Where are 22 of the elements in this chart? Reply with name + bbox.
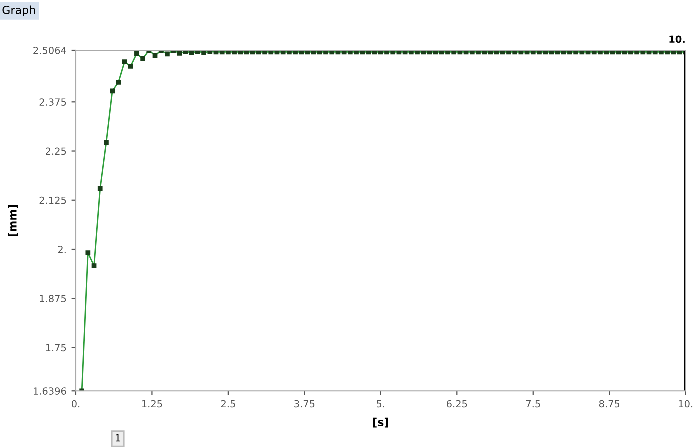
x-tick-label: 5. (377, 400, 384, 408)
x-tick-label: 10. (679, 400, 693, 408)
text: 1 (116, 434, 120, 442)
ref-line-label: 10. (670, 36, 685, 44)
x-tick-label: 3.75 (294, 400, 315, 408)
y-tick-label: 1.875 (40, 295, 66, 302)
x-tick-label: 8.75 (599, 400, 620, 408)
x-tick-label: 2.5 (221, 400, 236, 408)
y-tick-label: 2.5064 (34, 46, 66, 54)
y-tick-label: 1.75 (46, 344, 66, 352)
y-tick-label: 2.25 (46, 148, 66, 156)
x-tick-label: 0. (72, 400, 80, 408)
x-axis-title: [s] (373, 418, 388, 428)
y-tick-label: 2.125 (40, 196, 66, 204)
x-tick-label: 1.25 (142, 400, 162, 408)
x-tick-label: 6.25 (447, 400, 468, 408)
y-axis-title: [mm] (8, 205, 18, 237)
x-tick-label: 7.5 (526, 400, 540, 408)
chart-title: Graph (2, 6, 36, 17)
y-tick-label: 2.375 (40, 98, 66, 106)
y-tick-label: 2. (58, 246, 66, 254)
y-tick-label: 1.6396 (34, 388, 66, 395)
